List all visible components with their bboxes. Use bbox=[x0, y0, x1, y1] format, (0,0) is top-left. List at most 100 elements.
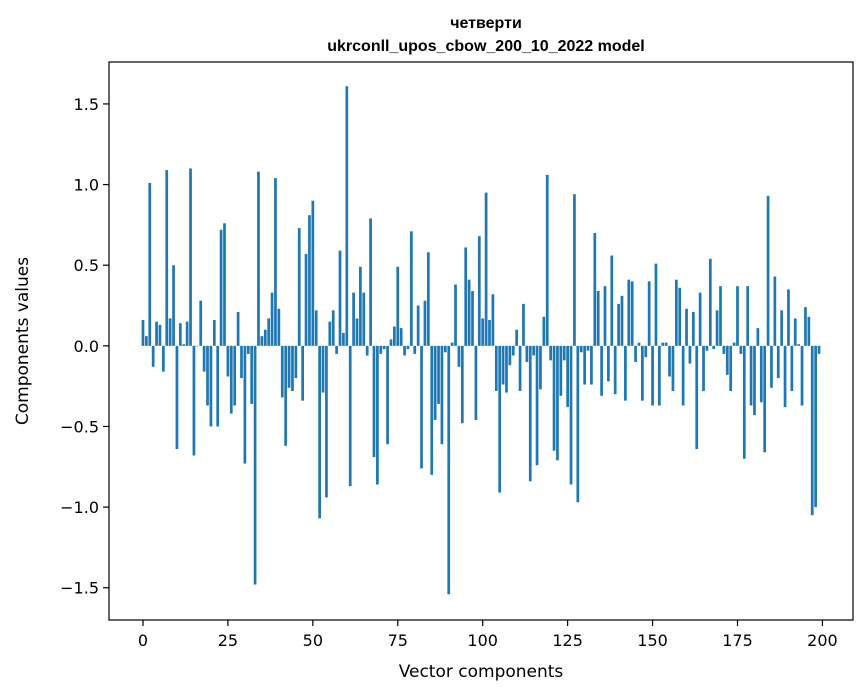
bar bbox=[202, 345, 206, 372]
bar bbox=[681, 345, 685, 406]
bar bbox=[603, 286, 607, 346]
bar bbox=[566, 345, 569, 408]
bar bbox=[505, 345, 508, 393]
bar bbox=[657, 345, 661, 406]
bar bbox=[443, 345, 447, 353]
y-tick-label: 0.5 bbox=[74, 256, 99, 275]
bar bbox=[379, 345, 383, 354]
bar bbox=[763, 345, 767, 453]
bar bbox=[447, 345, 451, 595]
bar bbox=[423, 300, 427, 346]
bar bbox=[712, 345, 716, 350]
chart-title: четверти bbox=[450, 15, 522, 32]
bar bbox=[386, 345, 389, 445]
bar bbox=[212, 320, 216, 346]
bar bbox=[233, 345, 237, 406]
x-tick-label: 50 bbox=[303, 631, 323, 650]
bar bbox=[678, 287, 682, 346]
bar bbox=[494, 345, 498, 391]
bar bbox=[617, 303, 620, 346]
bar bbox=[651, 345, 654, 406]
bar bbox=[403, 345, 406, 356]
bar bbox=[535, 345, 539, 466]
bar bbox=[342, 332, 345, 346]
bar bbox=[729, 345, 733, 391]
bar bbox=[236, 311, 240, 346]
bar bbox=[389, 339, 393, 346]
bar bbox=[365, 345, 369, 356]
bar bbox=[145, 336, 148, 346]
bar bbox=[209, 345, 213, 427]
bar bbox=[192, 345, 196, 456]
bar bbox=[528, 345, 532, 482]
bar bbox=[518, 345, 522, 391]
bar bbox=[753, 345, 756, 416]
bar bbox=[369, 218, 372, 346]
bar bbox=[335, 345, 338, 354]
bar bbox=[338, 250, 342, 346]
bar bbox=[362, 292, 366, 346]
bar bbox=[759, 345, 763, 403]
bar bbox=[270, 292, 274, 346]
bar bbox=[240, 345, 243, 379]
y-axis-label: Components values bbox=[13, 257, 33, 425]
bar bbox=[287, 345, 291, 388]
bar bbox=[416, 305, 420, 346]
bar bbox=[426, 252, 430, 346]
bar bbox=[491, 294, 495, 346]
x-tick-label: 75 bbox=[388, 631, 408, 650]
bar bbox=[600, 345, 603, 396]
bar bbox=[399, 328, 403, 346]
bar bbox=[182, 344, 186, 346]
bar bbox=[573, 194, 576, 346]
bar bbox=[420, 345, 423, 469]
bar bbox=[168, 318, 172, 346]
bar bbox=[301, 345, 305, 401]
bar bbox=[359, 266, 362, 346]
bar bbox=[817, 345, 821, 354]
bar bbox=[376, 345, 379, 485]
bar bbox=[189, 168, 192, 346]
bar bbox=[155, 321, 158, 346]
bar bbox=[294, 345, 298, 379]
bar bbox=[732, 342, 736, 346]
bar bbox=[291, 345, 294, 391]
bar bbox=[257, 171, 260, 346]
bar bbox=[708, 258, 712, 346]
bar bbox=[178, 323, 182, 346]
bar bbox=[620, 295, 624, 346]
bar bbox=[311, 200, 315, 346]
x-tick-label: 125 bbox=[552, 631, 583, 650]
bar bbox=[355, 318, 359, 346]
x-tick-label: 150 bbox=[637, 631, 668, 650]
bar bbox=[630, 281, 634, 346]
bar bbox=[474, 345, 478, 421]
bar bbox=[746, 286, 750, 346]
bar bbox=[674, 279, 678, 346]
bar bbox=[437, 345, 440, 404]
bar bbox=[325, 345, 328, 498]
bar bbox=[263, 329, 267, 346]
bar bbox=[719, 286, 722, 346]
bar bbox=[430, 345, 434, 475]
bar bbox=[545, 174, 549, 346]
bar bbox=[226, 345, 230, 377]
bar bbox=[148, 182, 152, 346]
bar bbox=[406, 345, 410, 350]
bar bbox=[702, 345, 705, 391]
bar bbox=[627, 279, 631, 346]
bar bbox=[172, 265, 175, 346]
bar bbox=[457, 345, 461, 367]
y-tick-label: −1.0 bbox=[60, 498, 99, 517]
bar bbox=[501, 345, 505, 385]
bar bbox=[274, 178, 277, 346]
bar bbox=[607, 345, 610, 382]
x-tick-label: 0 bbox=[138, 631, 148, 650]
bar bbox=[477, 236, 481, 346]
bar bbox=[641, 345, 644, 401]
bar bbox=[199, 300, 203, 346]
bar bbox=[158, 324, 162, 346]
bar bbox=[464, 247, 468, 346]
bar bbox=[413, 345, 417, 354]
bar bbox=[590, 345, 593, 385]
